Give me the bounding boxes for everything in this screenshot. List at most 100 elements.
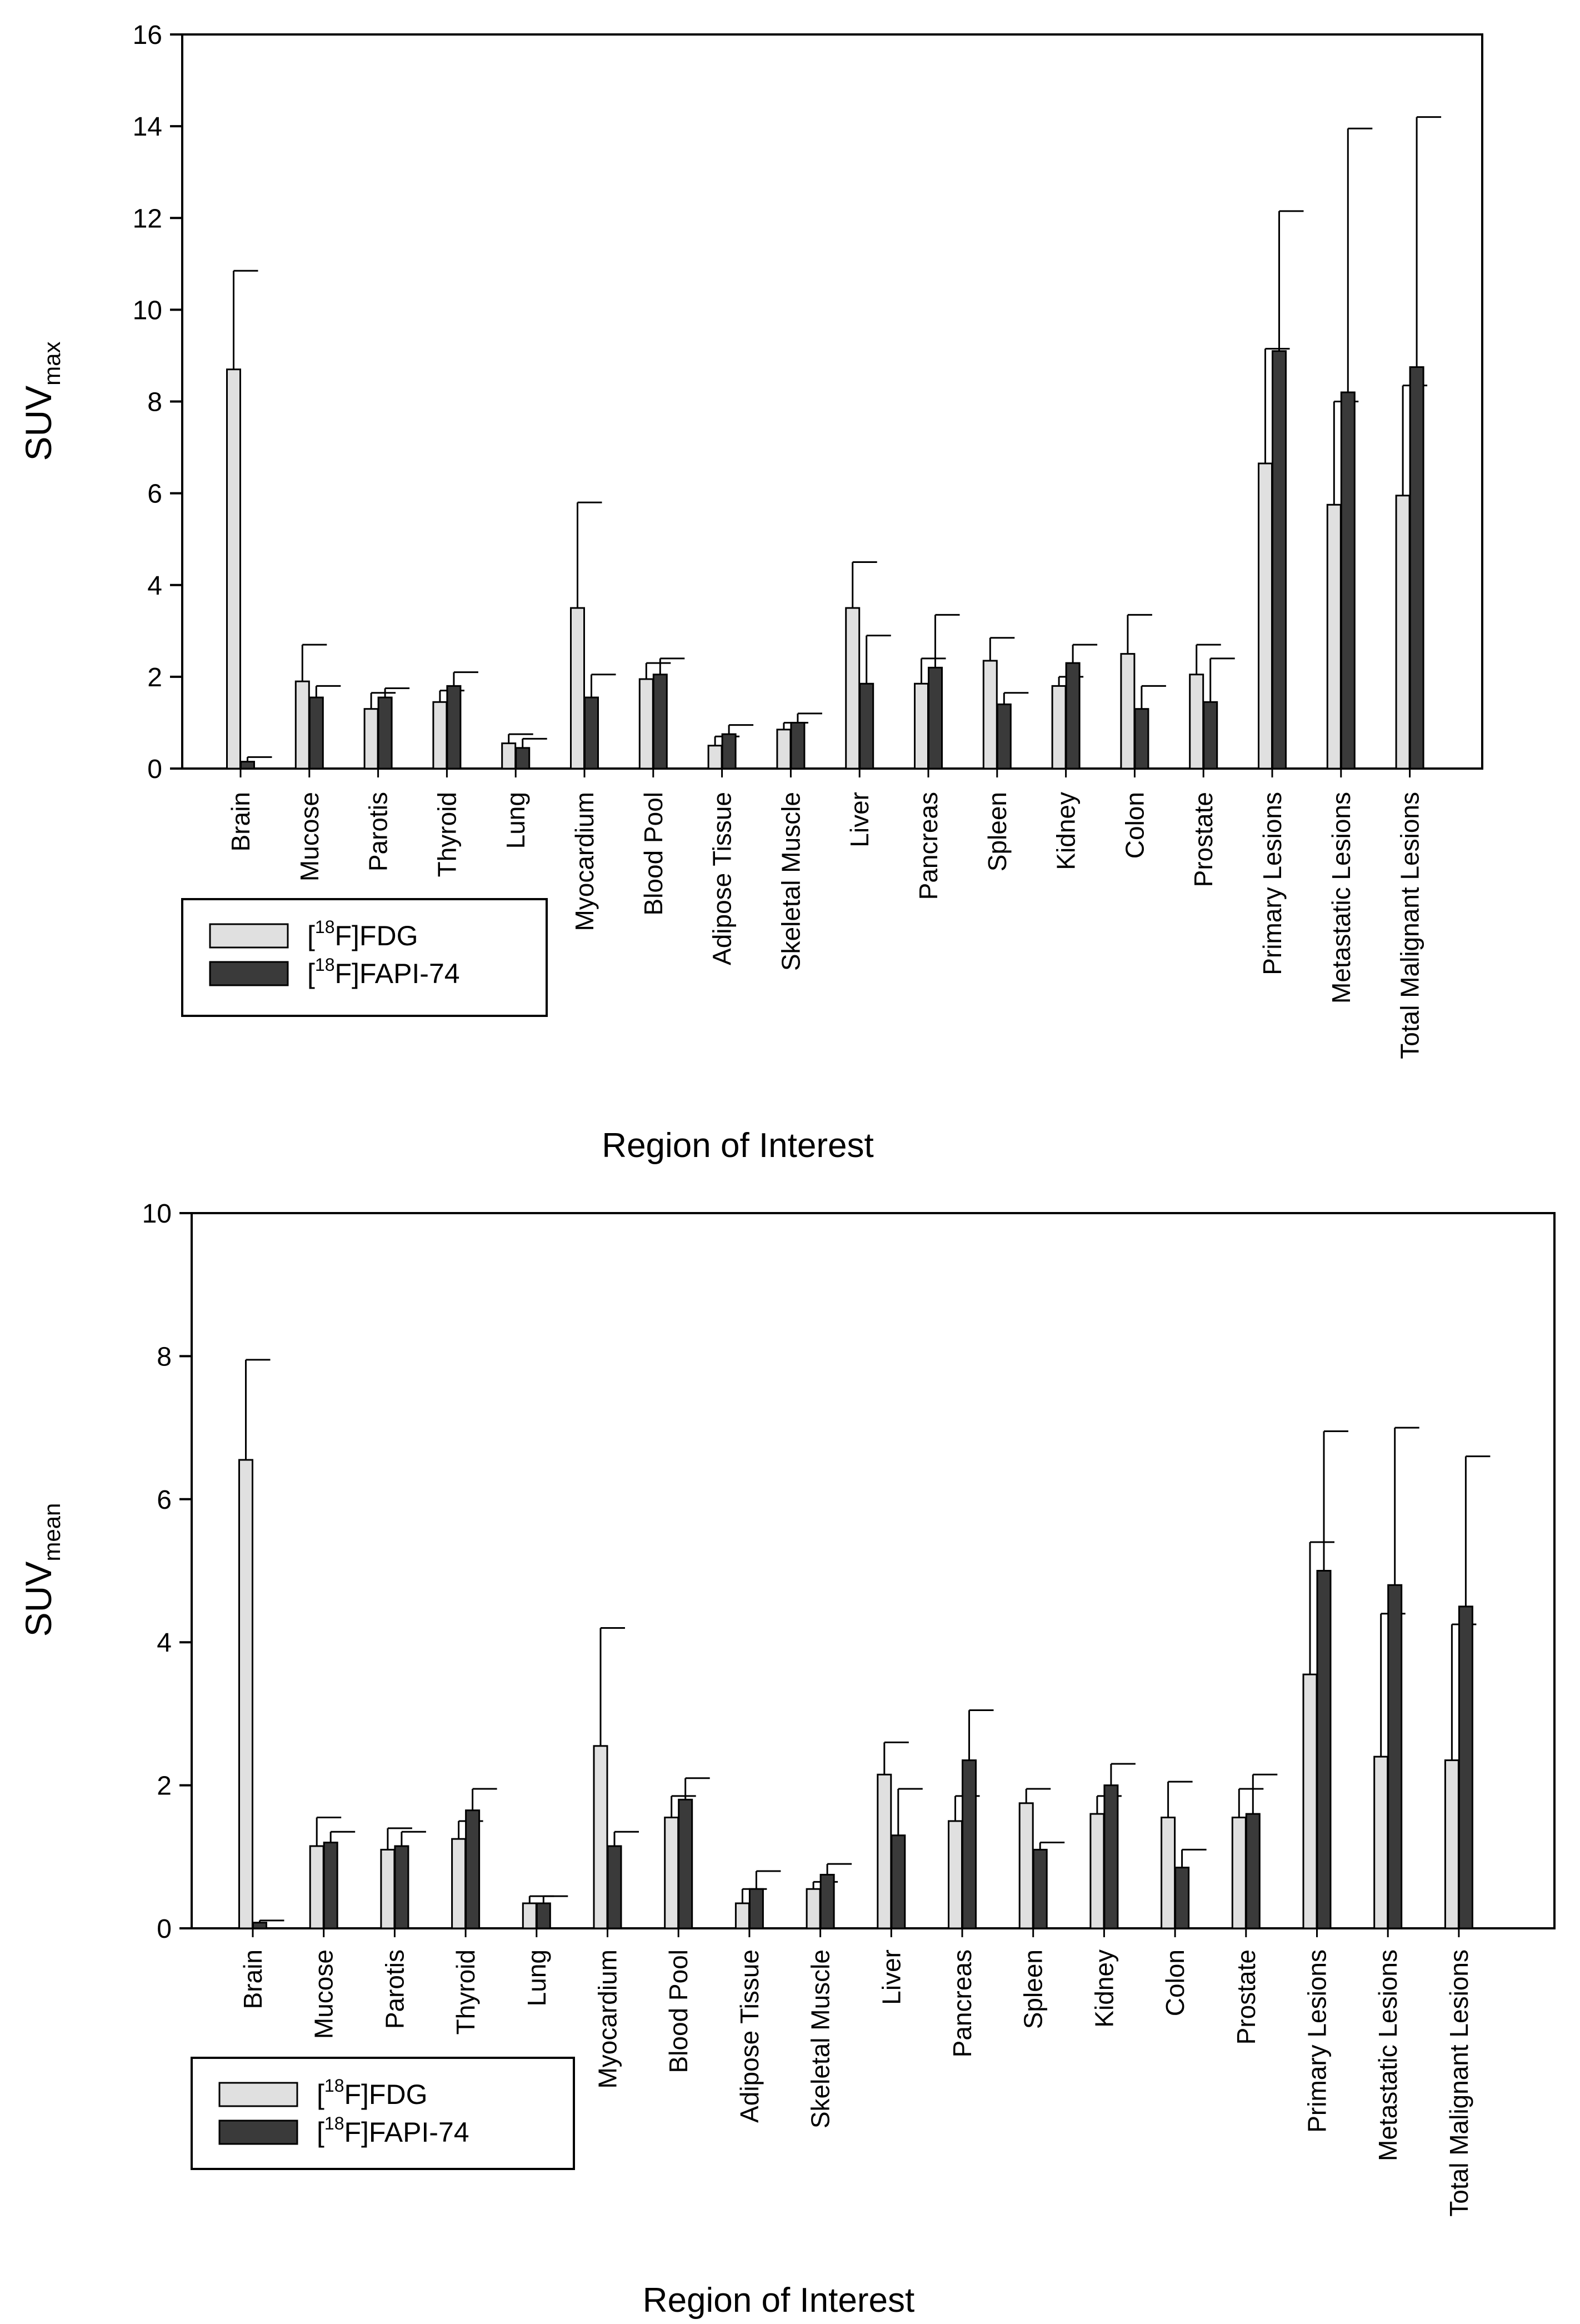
category-label-1: Mucose [309,1949,338,2039]
legend-swatch-0 [209,923,289,949]
category-label-5: Myocardium [570,792,599,931]
category-label-14: Prostate [1189,792,1218,887]
bar-fdg-16 [1373,1756,1389,1929]
category-label-9: Liver [845,792,874,847]
category-label-8: Skeletal Muscle [806,1949,835,2128]
category-label-11: Spleen [1019,1949,1048,2029]
bar-fapi-6 [652,674,668,770]
legend-swatch-0 [218,2082,298,2107]
category-label-7: Adipose Tissue [735,1949,764,2123]
y-tick-label: 6 [157,1485,172,1515]
legend-box [181,898,548,1017]
category-label-7: Adipose Tissue [708,792,737,965]
bar-fdg-5 [570,607,585,770]
bar-fdg-9 [845,607,861,770]
category-label-10: Pancreas [914,792,943,900]
y-tick-label: 4 [157,1628,172,1658]
bar-fdg-7 [707,745,723,770]
bar-fapi-11 [1032,1848,1048,1929]
bar-fapi-3 [446,685,462,770]
bar-fdg-15 [1258,462,1273,770]
x-axis-title: Region of Interest [602,1126,873,1165]
chart-top: 0 2 4 6 8 10 12 14 16 SUVmax Brain Mucose Parotis Thy… [18,21,1483,1165]
bar-fdg-3 [451,1838,467,1929]
bar-fapi-13 [1134,708,1149,770]
bar-fdg-6 [638,678,654,770]
bar-fdg-17 [1395,495,1411,770]
bar-fdg-14 [1189,674,1204,770]
category-label-17: Total Malignant Lesions [1444,1949,1473,2217]
category-label-8: Skeletal Muscle [776,792,805,971]
bar-fdg-0 [238,1459,253,1929]
bar-fapi-10 [962,1759,977,1929]
category-label-10: Pancreas [948,1949,977,2057]
bar-fapi-9 [891,1834,906,1929]
category-label-4: Lung [501,792,530,849]
bar-fapi-5 [607,1845,622,1929]
bar-fapi-12 [1065,662,1081,770]
category-label-15: Primary Lesions [1258,792,1287,975]
y-tick-label: 16 [133,21,162,50]
category-label-3: Thyroid [432,792,461,877]
category-label-2: Parotis [380,1949,409,2029]
bar-fapi-1 [308,696,324,770]
category-label-0: Brain [238,1949,267,2009]
bar-fdg-13 [1161,1817,1176,1929]
bar-fdg-10 [948,1820,963,1929]
bar-fapi-4 [536,1902,551,1929]
bar-fdg-1 [309,1845,324,1929]
legend-label-0: [18F]FDG [307,917,418,951]
bar-fdg-16 [1326,503,1342,770]
category-label-15: Primary Lesions [1303,1949,1332,2133]
bar-fdg-12 [1051,685,1067,770]
bar-fapi-5 [584,696,599,770]
category-label-6: Blood Pool [664,1949,693,2073]
bar-fapi-4 [515,747,531,770]
bar-fapi-16 [1340,391,1356,770]
category-label-0: Brain [226,792,255,851]
y-tick-label: 14 [133,112,162,142]
y-axis-title-sub: max [39,341,65,385]
category-label-9: Liver [877,1949,906,2005]
bar-fapi-0 [240,761,255,770]
bar-fdg-17 [1444,1759,1459,1929]
category-label-13: Colon [1161,1949,1189,2016]
bar-fdg-13 [1120,653,1136,770]
y-tick-label: 8 [147,388,162,417]
category-label-13: Colon [1120,792,1149,859]
bar-fapi-2 [394,1845,409,1929]
category-label-3: Thyroid [451,1949,480,2034]
y-axis-title: SUVmax [18,341,65,461]
plot-frame [191,1212,1556,1929]
y-tick-label: 4 [147,571,162,601]
bar-fapi-1 [323,1842,338,1929]
bar-fdg-14 [1231,1817,1247,1929]
legend-box [191,2057,575,2170]
category-label-16: Metastatic Lesions [1373,1949,1402,2161]
bar-fapi-12 [1103,1784,1119,1929]
legend-swatch-1 [218,2119,298,2145]
bar-fdg-11 [982,660,998,770]
category-label-2: Parotis [364,792,393,871]
y-axis-title-main: SUV [18,386,59,461]
bar-fdg-8 [776,729,792,770]
bar-fapi-7 [721,733,737,770]
y-tick-label: 0 [147,755,162,784]
y-tick-label: 10 [133,296,162,325]
bar-fapi-17 [1458,1605,1473,1929]
legend: [18F]FDG[18F]FAPI-74 [191,2057,575,2170]
category-label-12: Kidney [1089,1949,1118,2028]
y-tick-label: 0 [157,1914,172,1944]
bar-fdg-5 [593,1745,608,1929]
category-label-14: Prostate [1232,1949,1261,2044]
bar-fdg-1 [294,680,310,770]
y-tick-label: 8 [157,1342,172,1372]
bar-fdg-2 [380,1848,396,1929]
legend-label-0: [18F]FDG [317,2076,427,2110]
bar-fdg-3 [432,701,448,770]
legend-label-1: [18F]FAPI-74 [307,955,460,989]
legend-label-1: [18F]FAPI-74 [317,2113,469,2148]
y-axis-title-sub: mean [39,1503,65,1562]
bar-fdg-11 [1018,1802,1034,1929]
